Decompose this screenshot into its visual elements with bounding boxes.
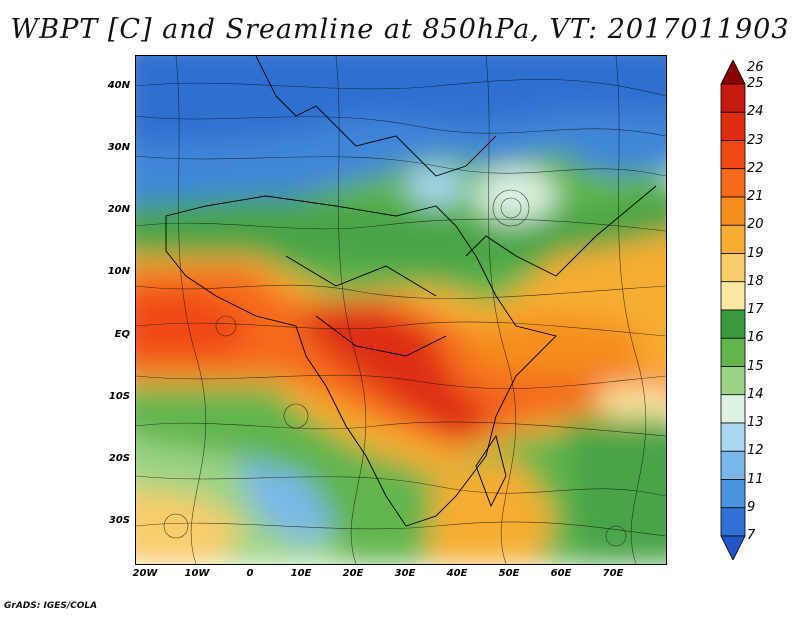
colorbar-label: 20 [747, 217, 764, 233]
colorbar-swatch [720, 394, 746, 424]
lat-label-20n: 20N [107, 204, 130, 215]
colorbar-label: 22 [747, 160, 764, 176]
colorbar-swatch [720, 337, 746, 367]
colorbar-swatch [720, 224, 746, 254]
colorbar-swatch [720, 168, 746, 198]
streamlines [136, 56, 666, 564]
colorbar-swatch [720, 196, 746, 226]
coastlines [165, 56, 657, 527]
lon-label-40e: 40E [446, 568, 468, 579]
colorbar-swatch [720, 422, 746, 452]
colorbar-label: 25 [747, 76, 764, 91]
colorbar-label: 21 [747, 189, 764, 204]
colorbar-label: 13 [747, 415, 764, 430]
lat-label-20s: 20S [108, 453, 130, 464]
colorbar-swatch [720, 83, 746, 113]
colorbar [720, 60, 746, 560]
wbpt-field [136, 56, 666, 564]
lon-label-60e: 60E [550, 568, 572, 579]
colorbar-label: 11 [747, 471, 764, 487]
colorbar-swatch [720, 111, 746, 141]
lat-label-30n: 30N [107, 142, 130, 153]
colorbar-swatch [720, 366, 746, 396]
colorbar-label: 12 [747, 443, 764, 459]
colorbar-label: 23 [747, 132, 764, 148]
lat-label-30s: 30S [108, 515, 130, 526]
lon-label-0: 0 [246, 568, 254, 579]
colorbar-swatch [720, 507, 746, 537]
colorbar-label: 19 [747, 245, 764, 261]
colorbar-swatch [720, 309, 746, 339]
colorbar-swatch [720, 479, 746, 509]
lon-label-30e: 30E [394, 568, 416, 579]
lon-label-20e: 20E [342, 568, 364, 579]
colorbar-label: 14 [747, 386, 764, 402]
lon-label-10e: 10E [290, 568, 312, 579]
lon-label-70e: 70E [602, 568, 624, 579]
colorbar-label: 17 [747, 302, 764, 317]
colorbar-swatch [720, 281, 746, 311]
colorbar-label: 18 [747, 273, 764, 289]
colorbar-label: 16 [747, 330, 764, 346]
colorbar-swatch [720, 535, 746, 560]
lon-label-50e: 50E [498, 568, 520, 579]
chart-title: WBPT [C] and Sreamline at 850hPa, VT: 20… [10, 14, 790, 45]
lon-label-20w: 20W [132, 568, 158, 579]
colorbar-label: 24 [747, 104, 764, 120]
lat-label-40n: 40N [107, 80, 130, 91]
lat-label-10n: 10N [107, 266, 130, 277]
grads-credit: GrADS: IGES/COLA [4, 601, 98, 611]
colorbar-label: 7 [747, 528, 756, 543]
colorbar-label: 15 [747, 358, 764, 374]
weather-map [135, 55, 667, 565]
colorbar-swatch [720, 140, 746, 170]
colorbar-label: 9 [747, 499, 756, 515]
colorbar-swatch [720, 450, 746, 480]
colorbar-swatch [720, 60, 746, 85]
lat-label-eq: EQ [114, 329, 130, 340]
lat-label-10s: 10S [108, 391, 130, 402]
lon-label-10w: 10W [184, 568, 210, 579]
colorbar-label: 26 [747, 60, 764, 75]
colorbar-swatch [720, 253, 746, 283]
